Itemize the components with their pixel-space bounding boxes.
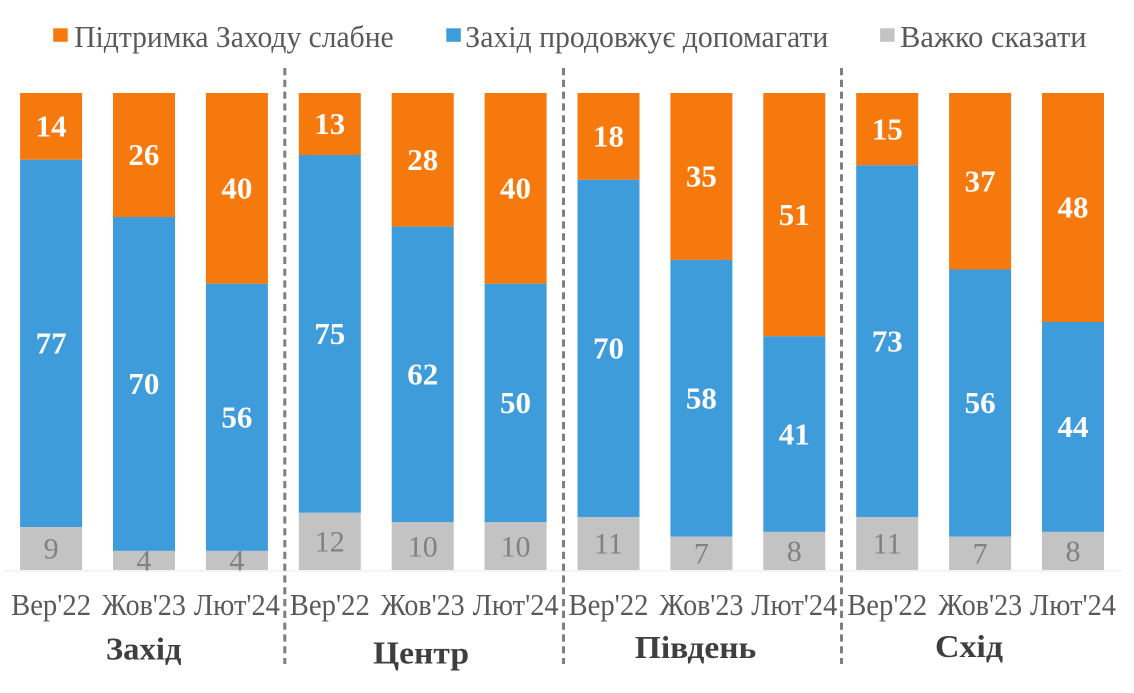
svg-text:12: 12: [315, 526, 345, 559]
svg-text:Лют'24: Лют'24: [194, 587, 280, 622]
svg-text:7: 7: [694, 538, 709, 571]
svg-text:Захід продовжує допомагати: Захід продовжує допомагати: [465, 19, 828, 54]
svg-text:8: 8: [1066, 535, 1081, 568]
svg-text:77: 77: [36, 326, 67, 361]
svg-text:41: 41: [779, 416, 810, 451]
svg-text:75: 75: [314, 316, 345, 351]
svg-text:28: 28: [407, 142, 438, 177]
svg-text:Схід: Схід: [935, 628, 1003, 664]
svg-text:11: 11: [873, 528, 902, 561]
svg-text:58: 58: [686, 381, 717, 416]
svg-text:51: 51: [779, 197, 810, 232]
svg-text:Вер'22: Вер'22: [290, 587, 370, 622]
svg-text:70: 70: [128, 366, 159, 401]
svg-text:50: 50: [500, 385, 531, 420]
svg-text:14: 14: [36, 109, 67, 144]
svg-text:Вер'22: Вер'22: [11, 587, 91, 622]
svg-text:40: 40: [500, 171, 531, 206]
svg-text:48: 48: [1058, 190, 1089, 225]
svg-text:11: 11: [594, 528, 623, 561]
svg-text:8: 8: [787, 535, 802, 568]
svg-text:Захід: Захід: [106, 631, 182, 667]
svg-text:35: 35: [686, 159, 717, 194]
svg-text:44: 44: [1058, 409, 1089, 444]
svg-text:Південь: Південь: [635, 629, 757, 665]
svg-text:18: 18: [593, 119, 624, 154]
svg-text:Вер'22: Вер'22: [847, 587, 927, 622]
svg-text:56: 56: [965, 385, 996, 420]
svg-text:Жов'23: Жов'23: [102, 587, 186, 622]
svg-text:Лют'24: Лют'24: [751, 587, 837, 622]
svg-text:Підтримка Заходу слабне: Підтримка Заходу слабне: [74, 19, 394, 54]
svg-text:Жов'23: Жов'23: [938, 587, 1022, 622]
svg-text:7: 7: [973, 538, 988, 571]
svg-text:Центр: Центр: [373, 635, 469, 671]
svg-text:15: 15: [872, 111, 903, 146]
svg-text:Жов'23: Жов'23: [381, 587, 465, 622]
svg-text:56: 56: [221, 400, 252, 435]
svg-text:Жов'23: Жов'23: [659, 587, 743, 622]
svg-text:37: 37: [965, 163, 996, 198]
svg-text:4: 4: [136, 545, 151, 578]
svg-text:73: 73: [872, 323, 903, 358]
svg-text:26: 26: [128, 137, 159, 172]
svg-text:Лют'24: Лют'24: [473, 587, 559, 622]
svg-text:13: 13: [314, 106, 345, 141]
svg-text:62: 62: [407, 357, 438, 392]
svg-text:10: 10: [408, 530, 438, 563]
svg-text:Вер'22: Вер'22: [569, 587, 649, 622]
svg-text:40: 40: [221, 171, 252, 206]
svg-text:4: 4: [229, 545, 244, 578]
svg-text:70: 70: [593, 331, 624, 366]
svg-text:Важко сказати: Важко сказати: [900, 19, 1087, 54]
svg-text:10: 10: [501, 530, 531, 563]
svg-text:Лют'24: Лют'24: [1030, 587, 1116, 622]
svg-text:9: 9: [44, 533, 59, 566]
